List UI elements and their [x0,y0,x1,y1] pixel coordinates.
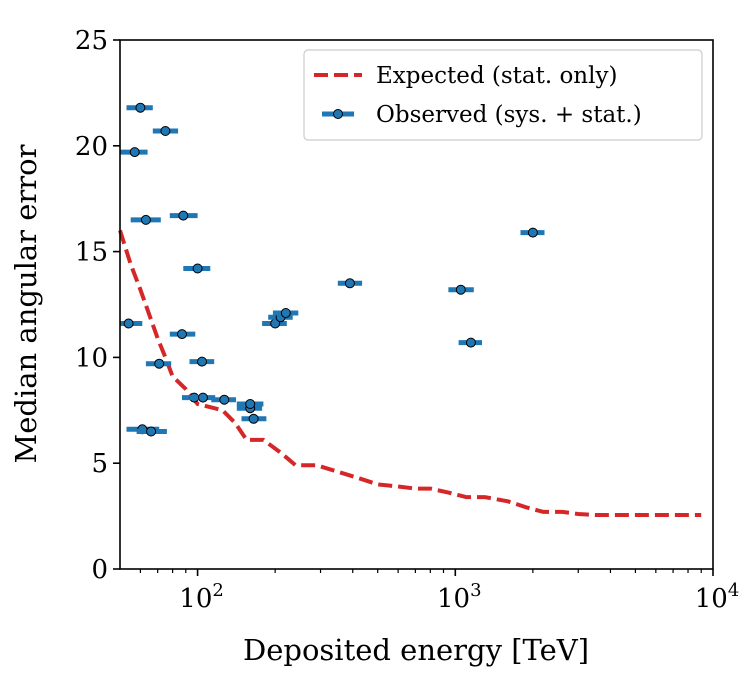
y-axis-label: Median angular error [9,144,43,463]
y-tick-label: 5 [91,449,108,479]
x-tick-label: 103 [437,580,482,614]
observed-point [455,284,466,295]
observed-point [198,392,208,403]
observed-point [344,278,355,289]
observed-point [146,426,157,437]
observed-point [197,356,207,367]
plot-frame [119,39,714,570]
x-tick-label: 102 [179,580,224,614]
observed-point [129,147,140,158]
observed-point [280,308,291,318]
observed-point [140,214,151,225]
observed-point [245,399,256,409]
observed-point [465,337,476,348]
y-tick-label: 25 [75,26,108,56]
observed-point [219,394,230,405]
observed-point [160,126,171,136]
observed-point [154,358,165,369]
observed-point [123,318,134,329]
x-axis-label: Deposited energy [TeV] [243,633,589,667]
y-tick-label: 20 [75,132,108,162]
y-tick-label: 15 [75,238,108,268]
x-tick-label: 104 [695,580,740,614]
data-layer [118,102,702,517]
y-tick-label: 10 [75,343,108,373]
legend-expected-label: Expected (stat. only) [376,63,617,89]
legend-observed-label: Observed (sys. + stat.) [376,102,642,128]
observed-point [248,413,259,424]
axis-layer: 0 5 10 15 20 25 102 103 104 [75,26,739,614]
y-tick-label: 0 [91,555,108,585]
observed-point [177,329,187,340]
legend-box [303,49,703,141]
observed-point [178,210,189,221]
legend-observed-marker [333,109,343,119]
legend: Expected (stat. only) Observed (sys. + s… [303,49,703,141]
observed-point [527,227,538,238]
expected-curve [118,229,702,517]
observed-point [135,102,146,113]
observed-point [192,263,203,274]
